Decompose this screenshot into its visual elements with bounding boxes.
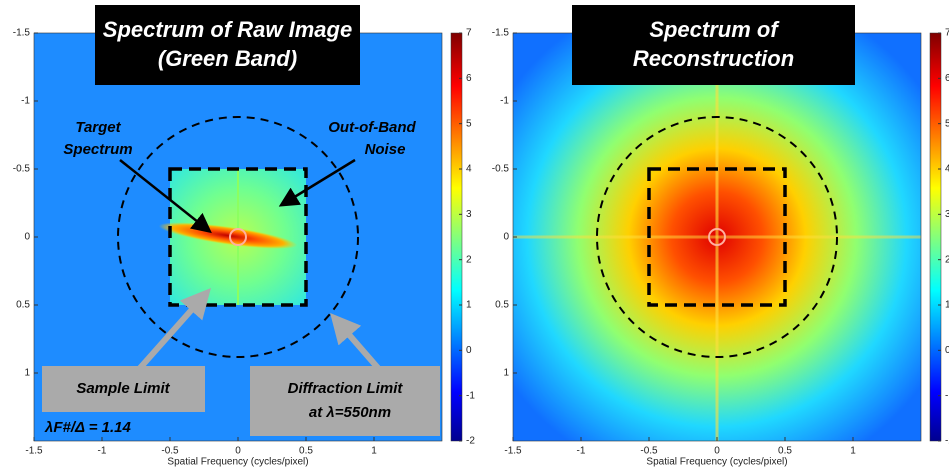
x-axis-label: Spatial Frequency (cycles/pixel): [646, 457, 787, 468]
x-tick-label: -1.5: [504, 446, 522, 457]
y-tick-label: -1.5: [492, 28, 510, 39]
annotation: Diffraction Limit: [288, 380, 404, 397]
annotation: Target: [75, 119, 121, 136]
chart-title: Spectrum of Raw Image: [103, 17, 352, 42]
colorbar-tick-label: 1: [466, 300, 472, 311]
colorbar-tick-label: 5: [945, 118, 949, 129]
x-tick-label: -1: [98, 446, 107, 457]
x-tick-label: 1: [371, 446, 377, 457]
chart-title: (Green Band): [158, 46, 297, 71]
annotation: λF#/Δ = 1.14: [44, 419, 131, 436]
chart-title: Spectrum of: [649, 17, 780, 42]
colorbar-tick-label: 5: [466, 118, 472, 129]
chart-title: Reconstruction: [633, 46, 794, 71]
callout-box: [250, 366, 440, 436]
x-tick-label: -1.5: [25, 446, 43, 457]
y-tick-label: 1: [24, 368, 30, 379]
colorbar-tick-label: 6: [466, 73, 472, 84]
figure: -1.5 -1 -0.5 0 0.5 1 -1.5 -1 -0.5 0 0.5 1 Spatial Fr…: [0, 0, 949, 475]
colorbar-tick-label: 1: [945, 300, 949, 311]
x-tick-label: 0: [235, 446, 241, 457]
x-tick-label: -0.5: [161, 446, 179, 457]
y-tick-label: -1.5: [13, 28, 31, 39]
colorbar-tick-label: -1: [945, 390, 949, 401]
y-tick-label: 1: [503, 368, 509, 379]
x-tick-label: 1: [850, 446, 856, 457]
colorbar-tick-label: 7: [466, 28, 472, 39]
y-tick-label: -0.5: [492, 164, 510, 175]
colorbar-tick-label: 0: [466, 345, 472, 356]
x-axis-label: Spatial Frequency (cycles/pixel): [167, 457, 308, 468]
colorbar: [451, 33, 462, 441]
x-tick-label: -0.5: [640, 446, 658, 457]
colorbar-tick-label: 6: [945, 73, 949, 84]
x-tick-label: -1: [577, 446, 586, 457]
y-tick-label: 0.5: [16, 300, 30, 311]
page: -1.5 -1 -0.5 0 0.5 1 -1.5 -1 -0.5 0 0.5 1 Spatial Fr…: [0, 0, 949, 475]
y-tick-label: -1: [500, 96, 509, 107]
colorbar: [930, 33, 941, 441]
x-tick-label: 0.5: [778, 446, 792, 457]
colorbar-tick-label: 2: [466, 254, 472, 265]
colorbar-tick-label: 3: [466, 209, 472, 220]
y-tick-label: 0: [503, 232, 509, 243]
colorbar-tick-label: 0: [945, 345, 949, 356]
colorbar-tick-label: 7: [945, 28, 949, 39]
colorbar-tick-label: -1: [466, 390, 475, 401]
colorbar-tick-label: 4: [945, 164, 949, 175]
colorbar-tick-label: -2: [945, 436, 949, 447]
colorbar-tick-label: 4: [466, 164, 472, 175]
annotation: Out-of-Band: [328, 119, 416, 136]
colorbar-tick-label: -2: [466, 436, 475, 447]
y-tick-label: 0: [24, 232, 30, 243]
annotation: Spectrum: [63, 141, 132, 158]
colorbar-tick-label: 2: [945, 254, 949, 265]
y-tick-label: -1: [21, 96, 30, 107]
annotation: Sample Limit: [76, 380, 170, 397]
x-tick-label: 0.5: [299, 446, 313, 457]
y-tick-label: 0.5: [495, 300, 509, 311]
y-tick-label: -0.5: [13, 164, 31, 175]
colorbar-tick-label: 3: [945, 209, 949, 220]
annotation: at λ=550nm: [309, 404, 391, 421]
x-tick-label: 0: [714, 446, 720, 457]
annotation: Noise: [365, 141, 406, 158]
